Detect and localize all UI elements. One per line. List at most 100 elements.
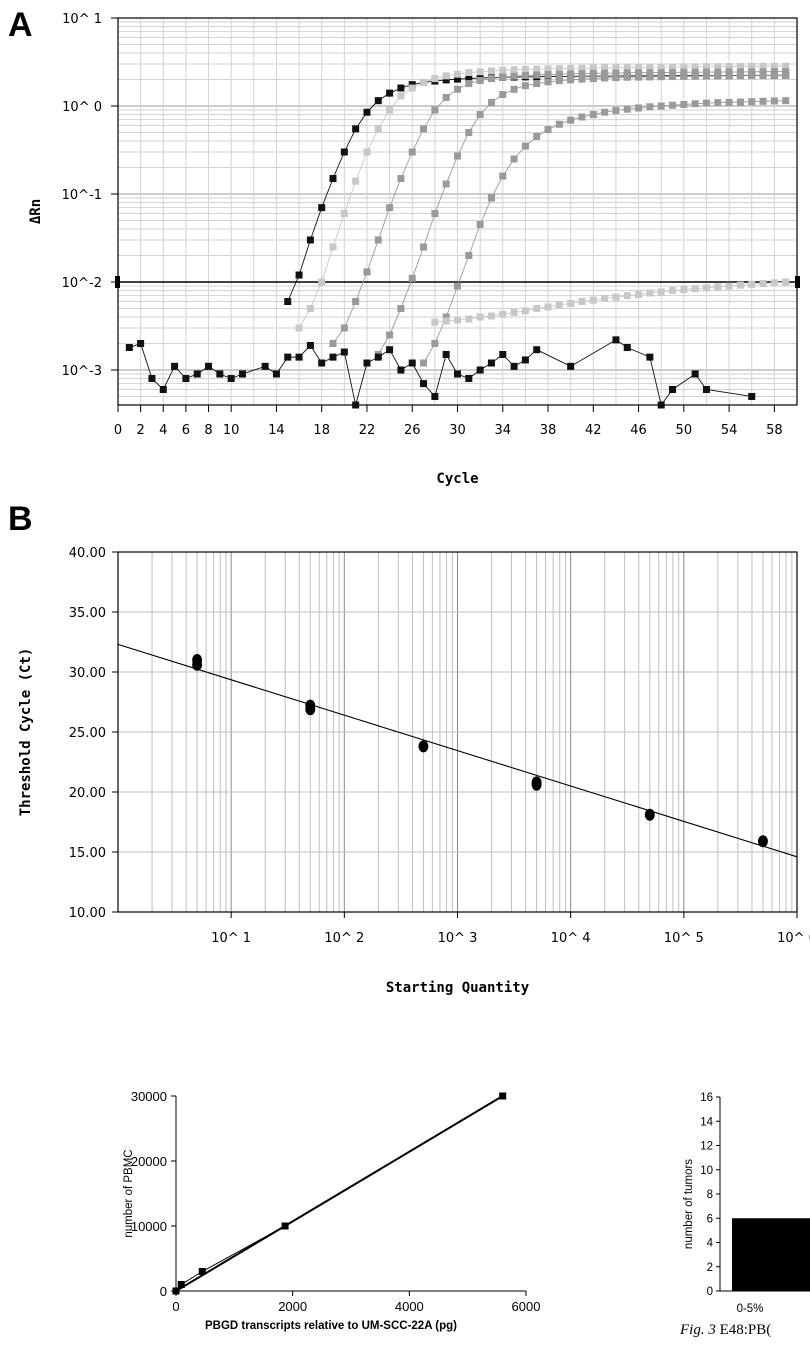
data-point	[420, 243, 428, 251]
data-point	[680, 63, 688, 71]
data-point	[306, 236, 314, 244]
data-point	[748, 392, 756, 400]
data-point	[499, 350, 507, 358]
y-axis-label: ΔRn	[28, 199, 44, 224]
data-point	[521, 65, 529, 73]
data-point	[499, 310, 507, 318]
data-point	[374, 353, 382, 361]
x-tick-label: 34	[494, 423, 511, 438]
figure-caption: Fig. 3 E48:PB(	[680, 1322, 771, 1339]
data-point	[465, 315, 473, 323]
data-point	[487, 312, 495, 320]
data-point	[476, 76, 484, 84]
bar	[732, 1218, 810, 1291]
data-point	[669, 68, 677, 76]
data-point	[589, 69, 597, 77]
data-point	[646, 103, 654, 111]
data-point	[420, 380, 428, 388]
data-point	[329, 174, 337, 182]
y-tick-label: 16	[700, 1092, 713, 1104]
data-point	[725, 282, 733, 290]
y-tick-label: 8	[707, 1189, 713, 1201]
data-point	[295, 353, 303, 361]
panel-a-letter: A	[8, 6, 33, 44]
data-point	[669, 63, 677, 71]
data-point	[691, 68, 699, 76]
data-point	[431, 339, 439, 347]
x-tick-label: 10^ 1	[211, 931, 251, 946]
data-point	[442, 317, 450, 325]
data-point	[510, 309, 518, 317]
y-tick-label: 0	[160, 1284, 167, 1299]
data-point	[397, 174, 405, 182]
data-point	[748, 98, 756, 106]
data-point	[363, 148, 371, 156]
data-point	[329, 339, 337, 347]
data-point	[680, 286, 688, 294]
x-tick-label: 0	[172, 1299, 179, 1314]
data-point	[198, 1268, 206, 1275]
data-point	[714, 68, 722, 76]
data-point	[567, 76, 575, 84]
data-point	[499, 66, 507, 74]
y-axis-label: Threshold Cycle (Ct)	[18, 648, 34, 817]
data-point	[125, 344, 133, 352]
data-point	[702, 284, 710, 292]
data-point	[363, 108, 371, 116]
data-point	[601, 64, 609, 72]
data-point	[567, 299, 575, 307]
data-point	[759, 72, 767, 80]
data-point	[386, 346, 394, 354]
data-point	[487, 75, 495, 83]
data-point	[352, 401, 360, 409]
data-point	[578, 298, 586, 306]
data-point	[555, 65, 563, 73]
data-point	[736, 98, 744, 106]
data-point	[431, 392, 439, 400]
x-axis-label: Cycle	[436, 471, 478, 487]
data-point	[306, 341, 314, 349]
data-point	[669, 386, 677, 394]
data-point	[442, 72, 450, 80]
y-tick-label: 4	[707, 1238, 714, 1250]
x-tick-label: 58	[766, 423, 783, 438]
data-point	[363, 359, 371, 367]
x-tick-label: 46	[630, 423, 647, 438]
data-point	[431, 106, 439, 114]
data-point	[352, 125, 360, 133]
data-point	[680, 100, 688, 108]
caption-text: E48:PB(	[719, 1322, 772, 1338]
data-point	[386, 204, 394, 212]
data-point	[702, 72, 710, 80]
threshold-handle-right	[795, 275, 800, 288]
data-point	[635, 63, 643, 71]
data-point	[578, 64, 586, 72]
data-point	[635, 69, 643, 77]
data-point	[567, 64, 575, 72]
data-point	[555, 70, 563, 78]
y-tick-label: 10000	[131, 1219, 167, 1234]
x-tick-label: 10	[223, 423, 240, 438]
data-point	[386, 89, 394, 97]
data-point	[431, 210, 439, 218]
x-tick-label: 4000	[395, 1299, 424, 1314]
y-tick-label: 6	[707, 1213, 713, 1225]
data-point	[499, 1092, 507, 1100]
data-point	[476, 221, 484, 229]
x-tick-label: 6	[182, 423, 190, 438]
data-point	[623, 69, 631, 77]
data-point	[533, 133, 541, 141]
data-point	[431, 75, 439, 83]
data-point	[442, 313, 450, 321]
x-tick-label: 38	[540, 423, 557, 438]
data-point	[623, 73, 631, 81]
data-point	[386, 331, 394, 339]
data-point	[329, 353, 337, 361]
data-point	[454, 152, 461, 160]
x-tick-label: 8	[204, 423, 212, 438]
data-point	[521, 82, 529, 90]
x-tick-label: 2000	[278, 1299, 307, 1314]
data-point	[691, 63, 699, 71]
data-point	[192, 658, 203, 671]
data-point	[601, 69, 609, 77]
